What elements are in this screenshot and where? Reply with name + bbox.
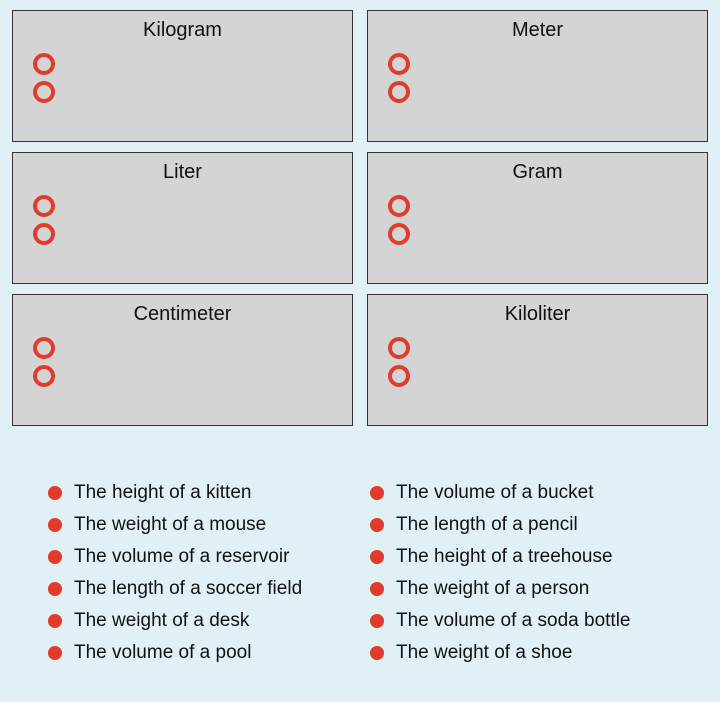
list-item[interactable]: The volume of a reservoir xyxy=(48,546,350,568)
drop-slots xyxy=(33,337,55,387)
category-card-meter[interactable]: Meter xyxy=(367,10,708,142)
category-title: Gram xyxy=(368,161,707,184)
drop-slots xyxy=(33,53,55,103)
drop-slot-icon[interactable] xyxy=(33,53,55,75)
drop-slot-icon[interactable] xyxy=(388,337,410,359)
bullet-icon xyxy=(48,646,62,660)
category-title: Kiloliter xyxy=(368,303,707,326)
category-title: Liter xyxy=(13,161,352,184)
item-label: The length of a soccer field xyxy=(74,578,302,600)
item-label: The height of a treehouse xyxy=(396,546,613,568)
drop-slot-icon[interactable] xyxy=(388,81,410,103)
category-grid: Kilogram Meter Liter Gram Centimeter xyxy=(12,10,708,426)
list-item[interactable]: The weight of a person xyxy=(370,578,672,600)
list-item[interactable]: The volume of a pool xyxy=(48,642,350,664)
bullet-icon xyxy=(48,582,62,596)
drop-slot-icon[interactable] xyxy=(388,365,410,387)
category-card-liter[interactable]: Liter xyxy=(12,152,353,284)
category-card-kiloliter[interactable]: Kiloliter xyxy=(367,294,708,426)
category-card-kilogram[interactable]: Kilogram xyxy=(12,10,353,142)
bullet-icon xyxy=(370,582,384,596)
drop-slot-icon[interactable] xyxy=(33,365,55,387)
drop-slot-icon[interactable] xyxy=(33,337,55,359)
list-item[interactable]: The weight of a mouse xyxy=(48,514,350,536)
item-label: The volume of a soda bottle xyxy=(396,610,630,632)
category-title: Meter xyxy=(368,19,707,42)
drop-slot-icon[interactable] xyxy=(388,53,410,75)
drop-slot-icon[interactable] xyxy=(33,195,55,217)
bullet-icon xyxy=(48,518,62,532)
item-label: The weight of a shoe xyxy=(396,642,572,664)
bullet-icon xyxy=(48,614,62,628)
list-item[interactable]: The height of a treehouse xyxy=(370,546,672,568)
item-label: The volume of a pool xyxy=(74,642,251,664)
list-item[interactable]: The volume of a bucket xyxy=(370,482,672,504)
list-item[interactable]: The length of a pencil xyxy=(370,514,672,536)
draggable-items: The height of a kitten The volume of a b… xyxy=(12,482,708,664)
drop-slots xyxy=(388,337,410,387)
bullet-icon xyxy=(48,486,62,500)
drop-slot-icon[interactable] xyxy=(33,223,55,245)
category-title: Centimeter xyxy=(13,303,352,326)
item-label: The volume of a bucket xyxy=(396,482,594,504)
list-item[interactable]: The weight of a desk xyxy=(48,610,350,632)
item-label: The weight of a mouse xyxy=(74,514,266,536)
drop-slot-icon[interactable] xyxy=(388,195,410,217)
item-label: The weight of a desk xyxy=(74,610,249,632)
list-item[interactable]: The length of a soccer field xyxy=(48,578,350,600)
list-item[interactable]: The weight of a shoe xyxy=(370,642,672,664)
bullet-icon xyxy=(370,518,384,532)
drop-slots xyxy=(388,195,410,245)
category-card-gram[interactable]: Gram xyxy=(367,152,708,284)
drop-slots xyxy=(388,53,410,103)
drop-slot-icon[interactable] xyxy=(33,81,55,103)
drop-slots xyxy=(33,195,55,245)
bullet-icon xyxy=(370,486,384,500)
category-title: Kilogram xyxy=(13,19,352,42)
bullet-icon xyxy=(370,614,384,628)
drop-slot-icon[interactable] xyxy=(388,223,410,245)
item-label: The volume of a reservoir xyxy=(74,546,289,568)
bullet-icon xyxy=(48,550,62,564)
category-card-centimeter[interactable]: Centimeter xyxy=(12,294,353,426)
bullet-icon xyxy=(370,646,384,660)
bullet-icon xyxy=(370,550,384,564)
list-item[interactable]: The height of a kitten xyxy=(48,482,350,504)
item-label: The height of a kitten xyxy=(74,482,251,504)
item-label: The weight of a person xyxy=(396,578,589,600)
list-item[interactable]: The volume of a soda bottle xyxy=(370,610,672,632)
item-label: The length of a pencil xyxy=(396,514,578,536)
